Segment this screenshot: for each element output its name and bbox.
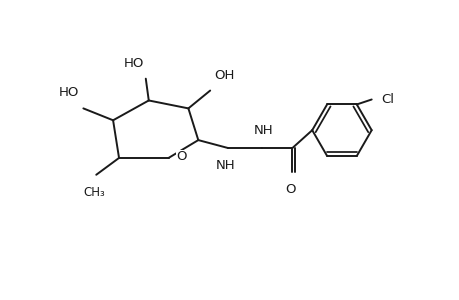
Text: O: O [176,150,186,164]
Text: NH: NH [216,159,235,172]
Text: HO: HO [59,86,79,100]
Text: O: O [285,183,295,196]
Text: NH: NH [253,124,273,137]
Text: OH: OH [214,69,234,82]
Text: CH₃: CH₃ [83,186,105,199]
Text: HO: HO [123,57,144,70]
Text: Cl: Cl [381,93,394,106]
